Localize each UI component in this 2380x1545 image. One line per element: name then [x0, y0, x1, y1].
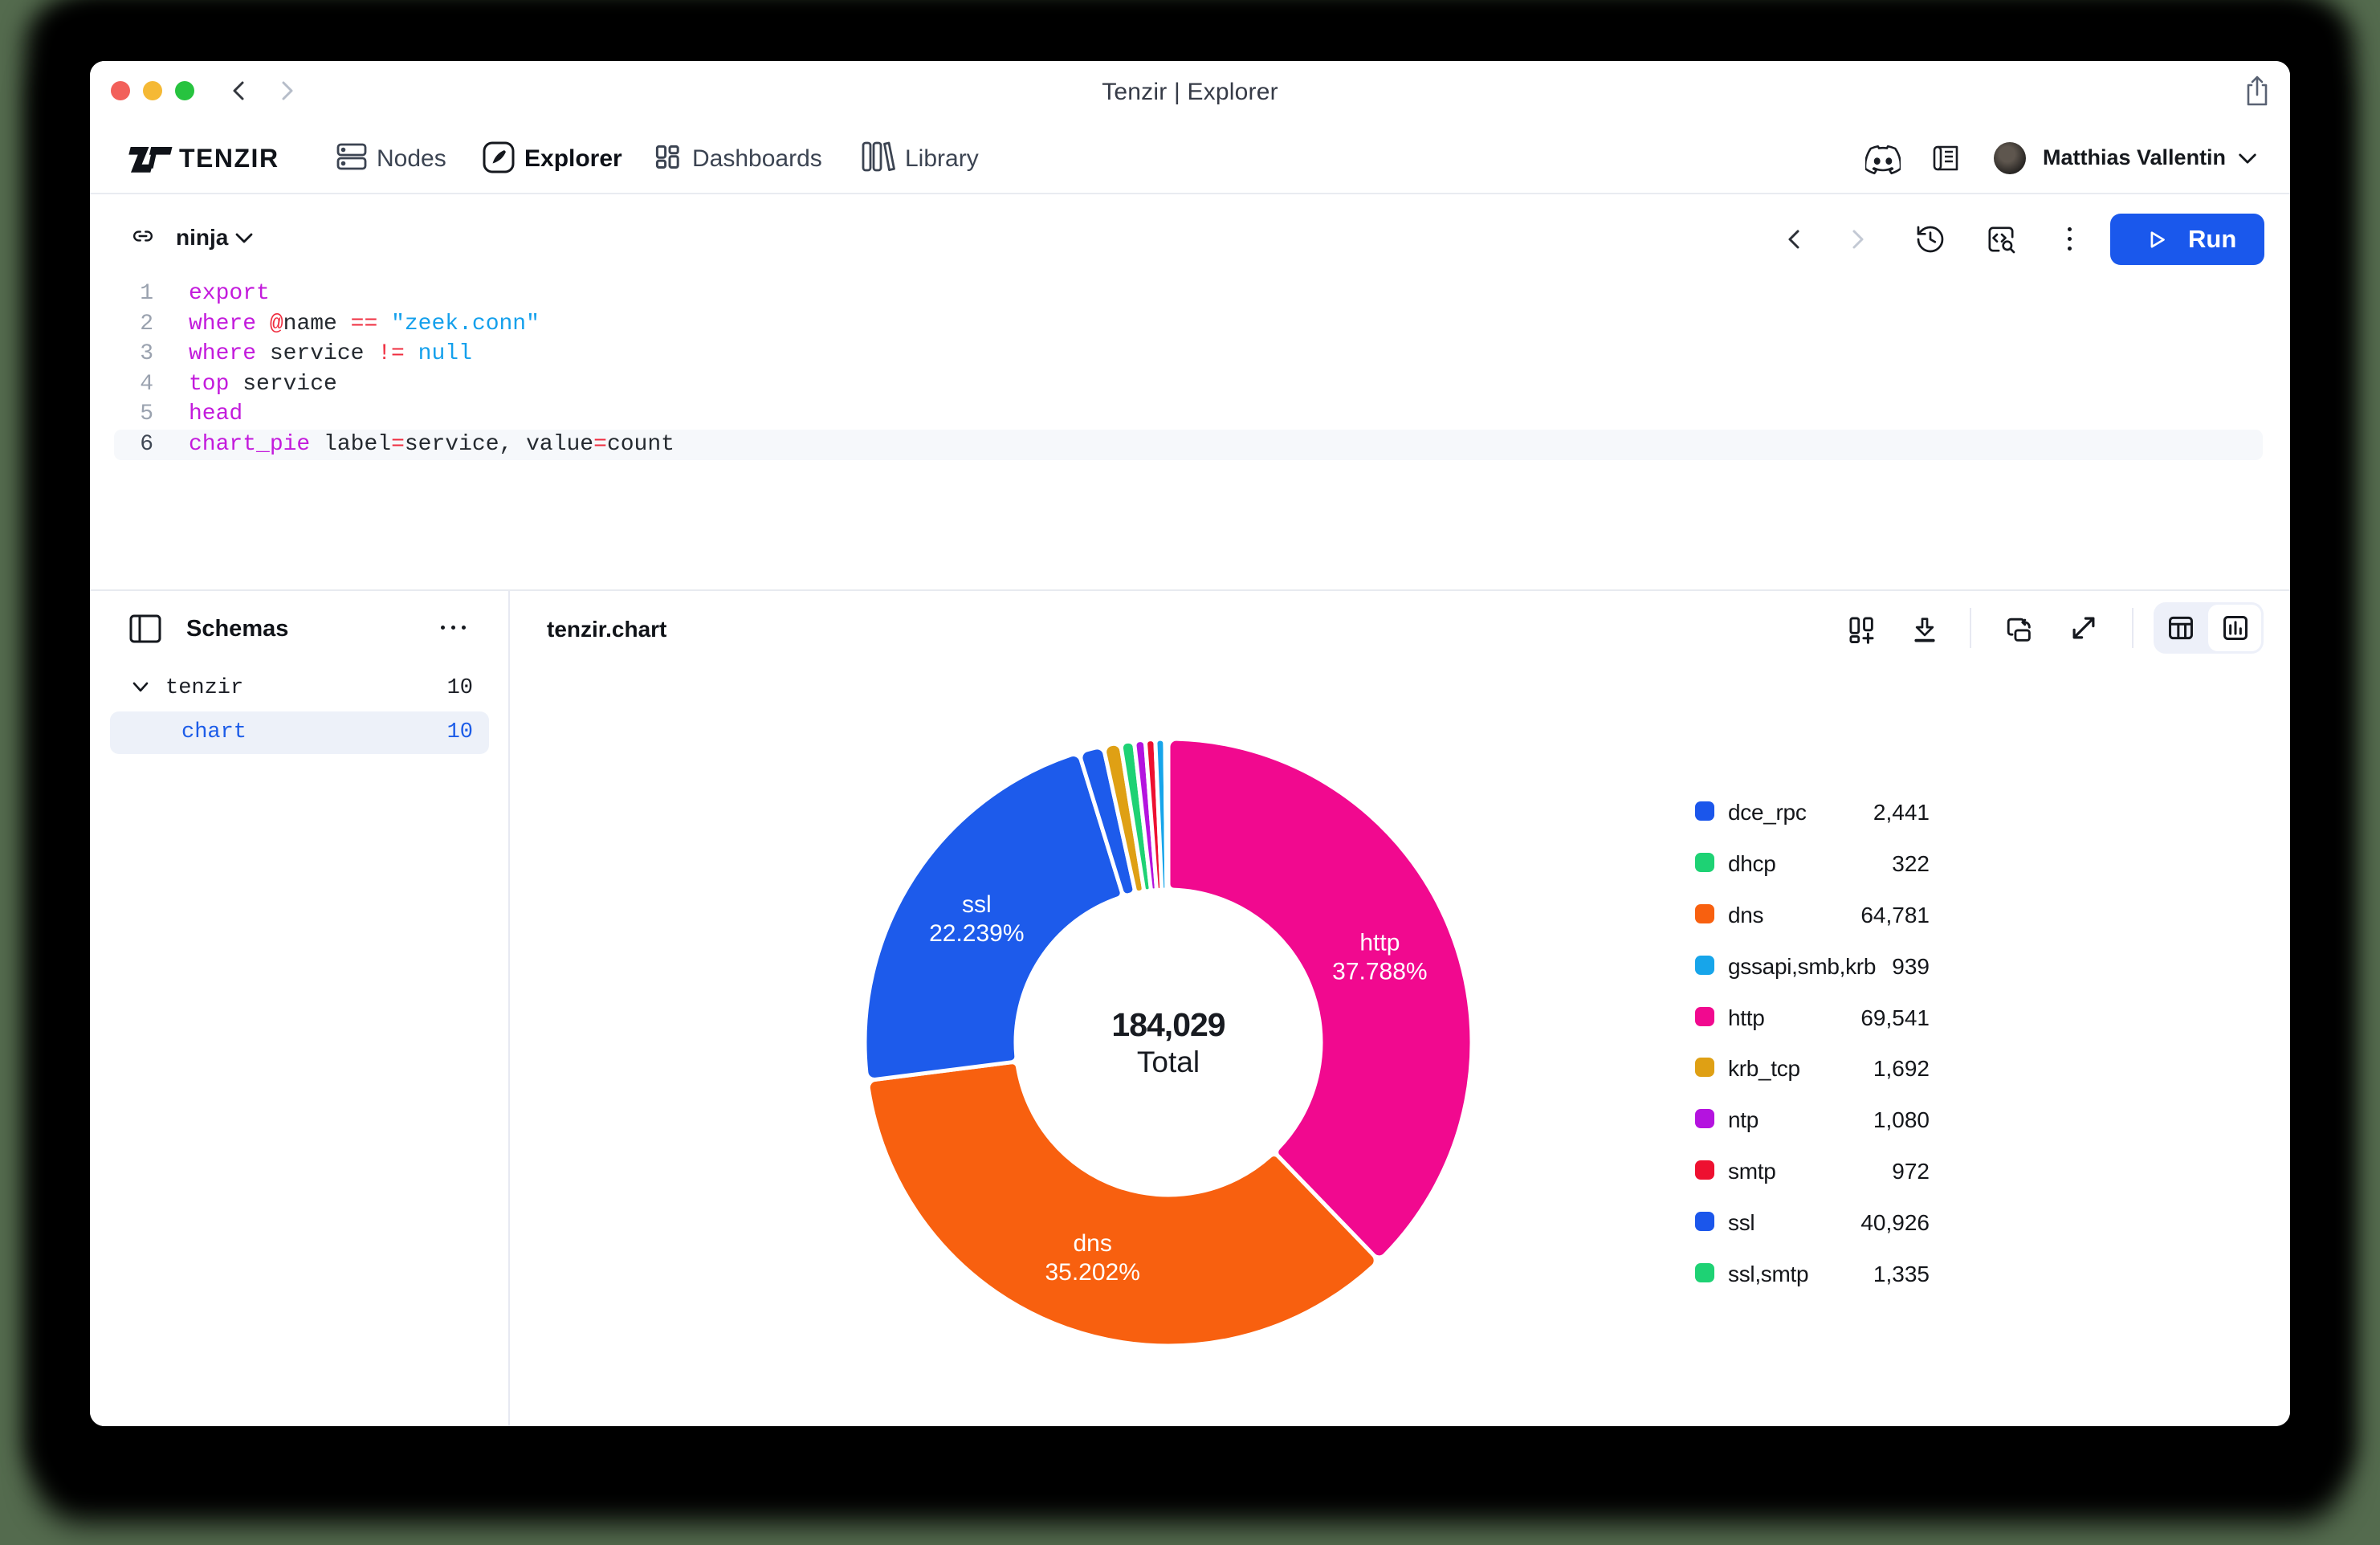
svg-text:ssl: ssl: [962, 891, 992, 918]
svg-text:dns: dns: [1074, 1230, 1112, 1257]
svg-text:35.202%: 35.202%: [1045, 1259, 1139, 1286]
svg-text:37.788%: 37.788%: [1332, 959, 1427, 985]
svg-text:http: http: [1359, 930, 1400, 956]
svg-text:22.239%: 22.239%: [929, 920, 1024, 947]
